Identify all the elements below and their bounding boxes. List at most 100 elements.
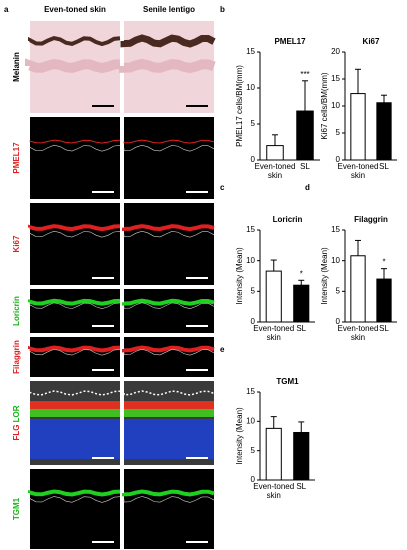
signal <box>29 139 121 144</box>
significance: *** <box>300 70 309 79</box>
chart-title: Loricrin <box>273 215 303 224</box>
bar <box>376 102 392 161</box>
y-tick-label: 5 <box>336 286 341 295</box>
row-label-part: TGM1 <box>12 497 21 520</box>
stratum <box>30 401 120 411</box>
nuclei <box>124 419 214 459</box>
x-tick-label: SL <box>296 324 307 333</box>
stratum <box>124 401 214 411</box>
row-label: Melanin <box>12 52 21 82</box>
row-label: Ki67 <box>12 235 21 252</box>
x-label-box: Even-toned skin <box>253 482 295 500</box>
y-tick-label: 20 <box>331 47 340 56</box>
row-label-part: Loricrin <box>12 296 21 326</box>
x-tick-label: SL <box>296 482 307 491</box>
y-tick-label: 0 <box>251 317 256 326</box>
bar <box>350 255 366 323</box>
y-axis-label: PMEL17 cells/BM(mm) <box>235 65 244 147</box>
row-label-part: Filaggrin <box>12 340 21 374</box>
y-tick-label: 15 <box>331 74 340 83</box>
x-tick-label: Even-toned skin <box>253 482 295 500</box>
y-tick-label: 0 <box>251 155 256 164</box>
panel-label: a <box>4 5 9 14</box>
signal <box>122 298 215 306</box>
y-tick-label: 0 <box>336 317 341 326</box>
boundary <box>123 390 215 396</box>
y-tick-label: 15 <box>246 387 255 396</box>
micrograph <box>124 117 214 199</box>
micrograph <box>30 203 120 285</box>
column-header: Senile lentigo <box>143 5 195 14</box>
outline <box>29 230 121 238</box>
panel-label: d <box>305 183 310 192</box>
signal <box>28 489 121 497</box>
y-tick-label: 5 <box>251 119 256 128</box>
bar <box>266 145 284 161</box>
y-tick-label: 10 <box>246 256 255 265</box>
nuclei <box>30 419 120 459</box>
boundary <box>29 390 121 396</box>
signal <box>122 345 215 353</box>
outline <box>29 302 121 310</box>
bar <box>293 431 310 481</box>
row-label: TGM1 <box>12 497 21 520</box>
significance: * <box>300 269 303 278</box>
x-label-box: Even-toned skin <box>338 324 379 342</box>
y-tick-label: 5 <box>251 286 256 295</box>
outline <box>29 348 121 356</box>
y-tick-label: 15 <box>246 47 255 56</box>
outline <box>123 348 215 356</box>
y-axis-label: Intensity (Mean) <box>235 247 244 305</box>
bar <box>376 278 392 323</box>
dermis <box>119 58 216 74</box>
y-tick-label: 0 <box>336 155 341 164</box>
x-tick-label: SL <box>300 162 310 171</box>
micrograph <box>124 469 214 549</box>
outline <box>29 144 121 152</box>
bar <box>296 110 314 161</box>
stratum <box>124 409 214 417</box>
outline <box>123 230 215 238</box>
signal <box>123 139 215 144</box>
micrograph <box>30 117 120 199</box>
y-axis-label: Ki67 cells/BM(mm) <box>320 72 329 139</box>
outline <box>123 144 215 152</box>
stratum <box>30 409 120 417</box>
signal <box>28 224 121 232</box>
y-axis-label: Intensity (Mean) <box>320 247 329 305</box>
row-label-part: Ki67 <box>12 235 21 252</box>
y-tick-label: 10 <box>246 416 255 425</box>
row-label: FLG LOR <box>12 405 21 440</box>
panel-label: b <box>220 5 225 14</box>
y-tick-label: 15 <box>331 225 340 234</box>
significance: * <box>382 258 385 267</box>
outline <box>123 302 215 310</box>
chart-title: PMEL17 <box>274 37 306 46</box>
row-label: PMEL17 <box>12 142 21 174</box>
signal <box>28 345 121 353</box>
x-tick-label: Even-toned skin <box>253 324 295 342</box>
chart-title: Filaggrin <box>354 215 388 224</box>
y-axis-label: Intensity (Mean) <box>235 407 244 465</box>
epidermis <box>28 35 121 47</box>
x-label-box: Even-toned skin <box>255 162 296 180</box>
column-header: Even-toned skin <box>44 5 106 14</box>
signal <box>122 224 215 232</box>
row-label-part: Melanin <box>12 52 21 82</box>
panel-label: e <box>220 345 225 354</box>
row-label-part: LOR <box>12 405 21 424</box>
row-label: Filaggrin <box>12 340 21 374</box>
row-label-part: PMEL17 <box>12 142 21 174</box>
x-label-box: SL <box>296 482 307 491</box>
micrograph <box>124 203 214 285</box>
dermis <box>25 58 121 74</box>
x-label-box: SL <box>296 324 307 333</box>
x-tick-label: SL <box>379 324 389 333</box>
y-tick-label: 15 <box>246 225 255 234</box>
y-tick-label: 10 <box>246 83 255 92</box>
signal <box>28 298 121 306</box>
panel-label: c <box>220 183 225 192</box>
x-label-box: Even-toned skin <box>338 162 379 180</box>
